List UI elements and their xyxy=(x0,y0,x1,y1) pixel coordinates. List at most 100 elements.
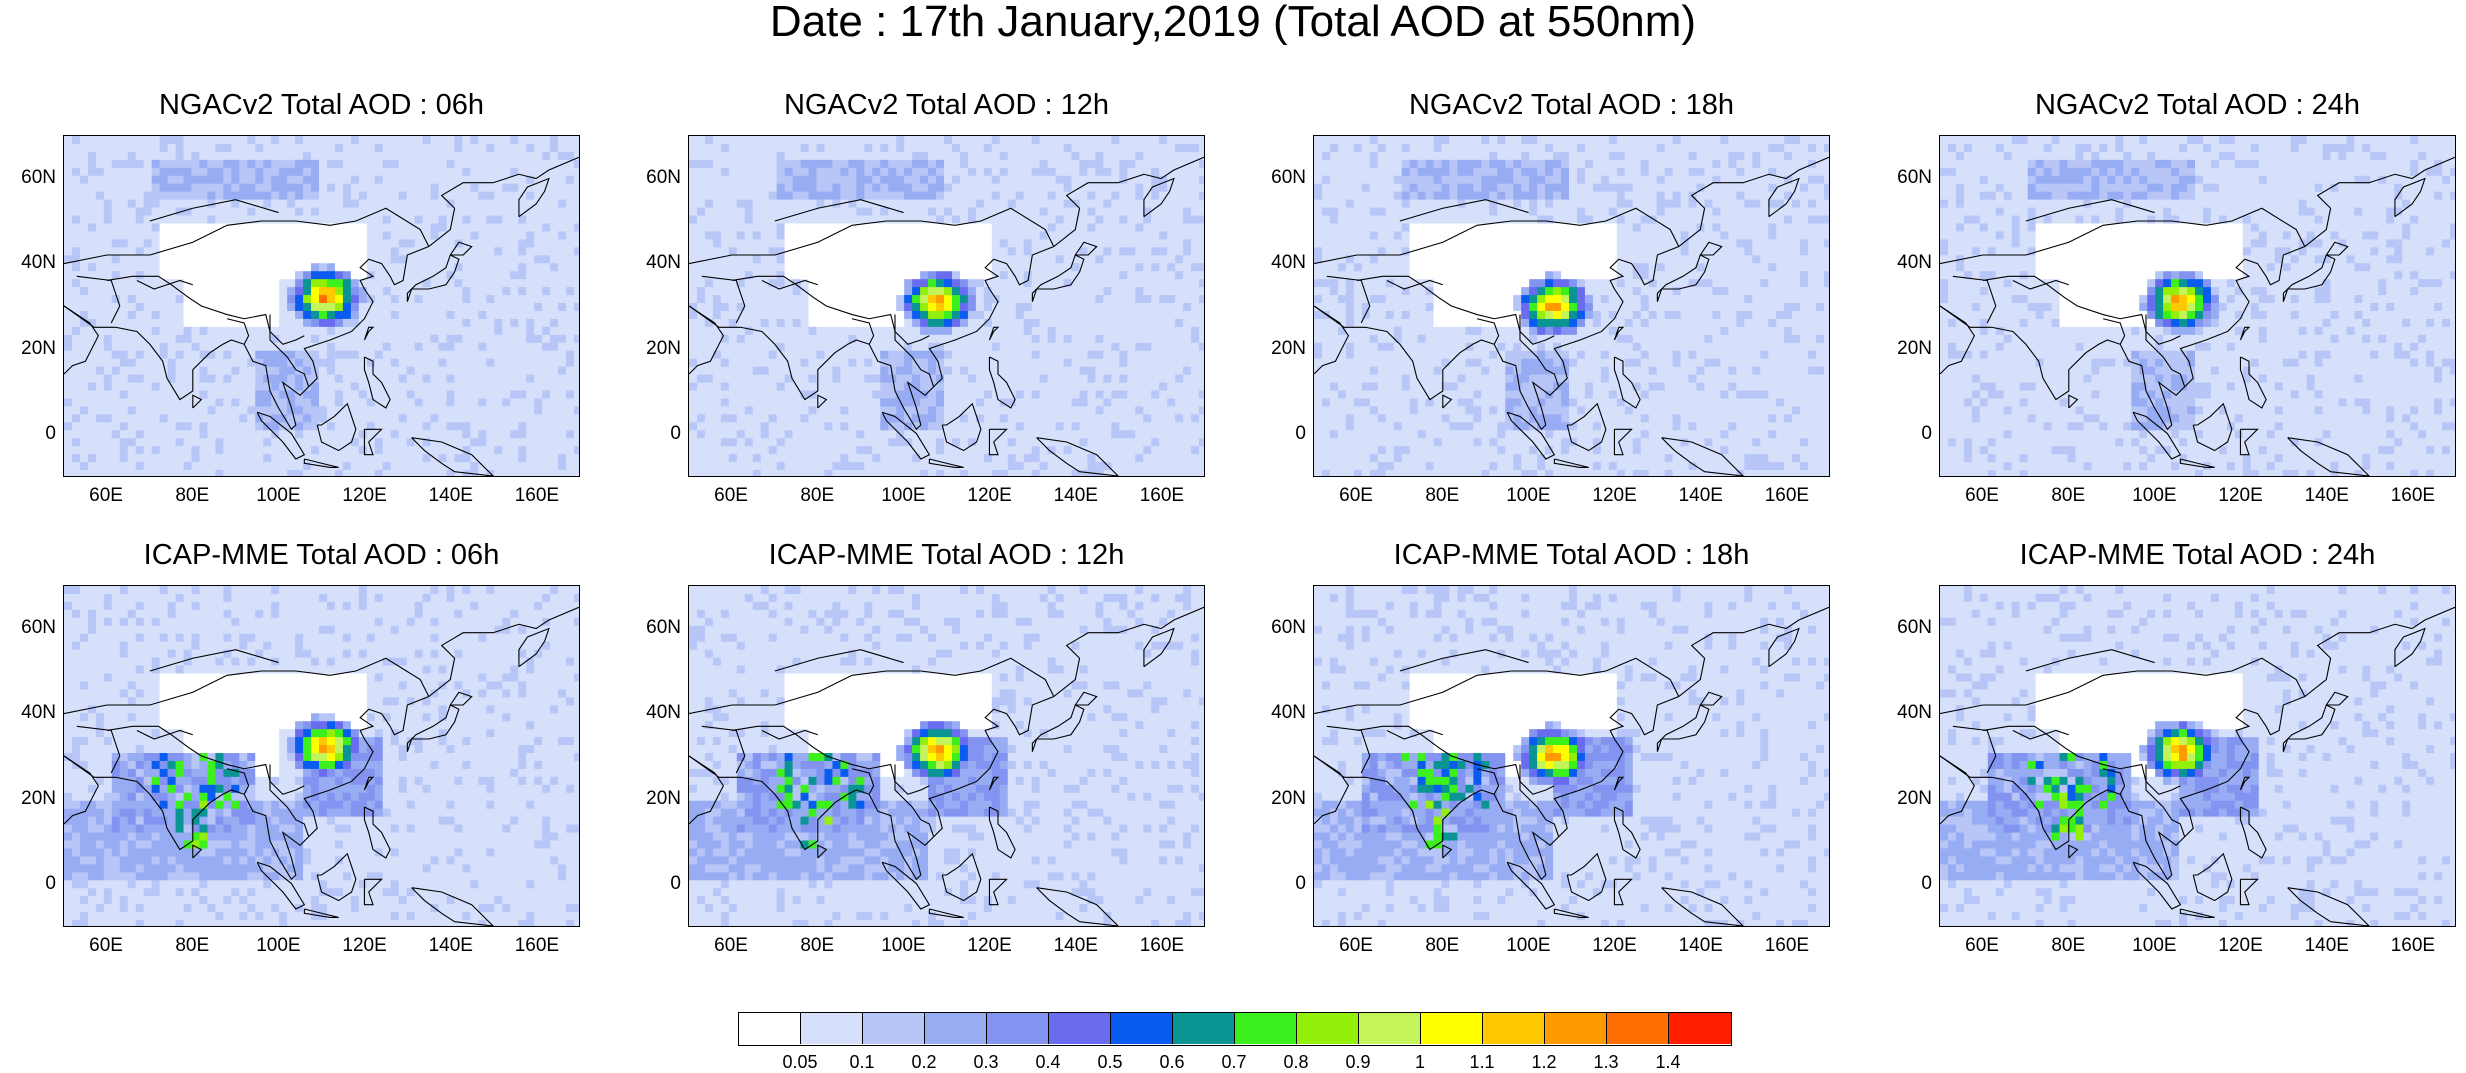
colorbar-tick-label: 0.8 xyxy=(1271,1052,1321,1073)
lon-tick-label: 160E xyxy=(1132,486,1192,506)
lon-tick-label: 60E xyxy=(1952,486,2012,506)
colorbar-swatch xyxy=(1669,1013,1731,1044)
lon-tick-label: 140E xyxy=(2297,936,2357,956)
aod-field xyxy=(1314,136,1829,476)
lon-tick-label: 100E xyxy=(1498,486,1558,506)
lon-tick-label: 140E xyxy=(1671,486,1731,506)
colorbar-swatch xyxy=(739,1013,801,1044)
lon-tick-label: 120E xyxy=(335,486,395,506)
aod-field xyxy=(689,586,1204,926)
colorbar xyxy=(738,1012,1732,1046)
lon-tick-label: 100E xyxy=(2124,936,2184,956)
lon-tick-label: 140E xyxy=(421,936,481,956)
panel-title: NGACv2 Total AOD : 06h xyxy=(63,90,580,120)
lon-tick-label: 60E xyxy=(701,936,761,956)
lat-tick-label: 40N xyxy=(621,253,681,273)
colorbar-tick-label: 0.4 xyxy=(1023,1052,1073,1073)
lat-tick-label: 0 xyxy=(0,874,56,894)
aod-map xyxy=(688,585,1205,927)
panel-title: ICAP-MME Total AOD : 18h xyxy=(1313,540,1830,570)
colorbar-tick-label: 1.3 xyxy=(1581,1052,1631,1073)
lon-tick-label: 120E xyxy=(1585,936,1645,956)
lat-tick-label: 40N xyxy=(0,703,56,723)
lat-tick-label: 40N xyxy=(1246,703,1306,723)
lat-tick-label: 40N xyxy=(1872,253,1932,273)
lat-tick-label: 40N xyxy=(621,703,681,723)
colorbar-tick-label: 0.2 xyxy=(899,1052,949,1073)
lat-tick-label: 60N xyxy=(1246,618,1306,638)
lon-tick-label: 160E xyxy=(507,936,567,956)
colorbar-swatch xyxy=(1359,1013,1421,1044)
lon-tick-label: 140E xyxy=(2297,486,2357,506)
aod-map xyxy=(688,135,1205,477)
aod-map xyxy=(1313,135,1830,477)
lon-tick-label: 60E xyxy=(76,486,136,506)
lat-tick-label: 40N xyxy=(1246,253,1306,273)
lon-tick-label: 100E xyxy=(873,936,933,956)
lat-tick-label: 60N xyxy=(1872,618,1932,638)
lon-tick-label: 120E xyxy=(960,936,1020,956)
lon-tick-label: 140E xyxy=(421,486,481,506)
lat-tick-label: 20N xyxy=(0,789,56,809)
lat-tick-label: 20N xyxy=(1872,789,1932,809)
lon-tick-label: 100E xyxy=(873,486,933,506)
lon-tick-label: 80E xyxy=(787,486,847,506)
lat-tick-label: 20N xyxy=(621,789,681,809)
lat-tick-label: 0 xyxy=(1872,874,1932,894)
colorbar-tick-label: 0.1 xyxy=(837,1052,887,1073)
colorbar-tick-label: 0.5 xyxy=(1085,1052,1135,1073)
colorbar-tick-label: 1.2 xyxy=(1519,1052,1569,1073)
colorbar-swatch xyxy=(987,1013,1049,1044)
aod-field xyxy=(1314,586,1829,926)
colorbar-swatch xyxy=(1173,1013,1235,1044)
lat-tick-label: 20N xyxy=(1246,339,1306,359)
colorbar-tick-label: 1.4 xyxy=(1643,1052,1693,1073)
lon-tick-label: 140E xyxy=(1671,936,1731,956)
lon-tick-label: 160E xyxy=(2383,936,2443,956)
lon-tick-label: 80E xyxy=(1412,486,1472,506)
colorbar-tick-label: 1 xyxy=(1395,1052,1445,1073)
lon-tick-label: 60E xyxy=(76,936,136,956)
lat-tick-label: 0 xyxy=(1246,874,1306,894)
colorbar-swatch xyxy=(1297,1013,1359,1044)
lon-tick-label: 60E xyxy=(701,486,761,506)
lon-tick-label: 60E xyxy=(1326,486,1386,506)
panel-title: ICAP-MME Total AOD : 12h xyxy=(688,540,1205,570)
colorbar-tick-label: 1.1 xyxy=(1457,1052,1507,1073)
lon-tick-label: 80E xyxy=(2038,486,2098,506)
aod-map xyxy=(1939,585,2456,927)
aod-map xyxy=(1313,585,1830,927)
colorbar-swatch xyxy=(1483,1013,1545,1044)
lon-tick-label: 140E xyxy=(1046,486,1106,506)
figure-title: Date : 17th January,2019 (Total AOD at 5… xyxy=(0,0,2466,44)
aod-field xyxy=(64,136,579,476)
colorbar-swatch xyxy=(1235,1013,1297,1044)
lon-tick-label: 80E xyxy=(1412,936,1472,956)
lon-tick-label: 100E xyxy=(248,936,308,956)
lon-tick-label: 120E xyxy=(960,486,1020,506)
lon-tick-label: 120E xyxy=(2211,936,2271,956)
lon-tick-label: 100E xyxy=(2124,486,2184,506)
lon-tick-label: 60E xyxy=(1952,936,2012,956)
lat-tick-label: 0 xyxy=(621,424,681,444)
colorbar-tick-label: 0.05 xyxy=(775,1052,825,1073)
lat-tick-label: 40N xyxy=(0,253,56,273)
lat-tick-label: 60N xyxy=(0,618,56,638)
colorbar-swatch xyxy=(801,1013,863,1044)
colorbar-tick-label: 0.7 xyxy=(1209,1052,1259,1073)
colorbar-swatch xyxy=(863,1013,925,1044)
colorbar-swatch xyxy=(1545,1013,1607,1044)
lon-tick-label: 80E xyxy=(162,486,222,506)
colorbar-swatch xyxy=(1421,1013,1483,1044)
lon-tick-label: 160E xyxy=(1757,936,1817,956)
colorbar-swatch xyxy=(1607,1013,1669,1044)
colorbar-swatch xyxy=(925,1013,987,1044)
